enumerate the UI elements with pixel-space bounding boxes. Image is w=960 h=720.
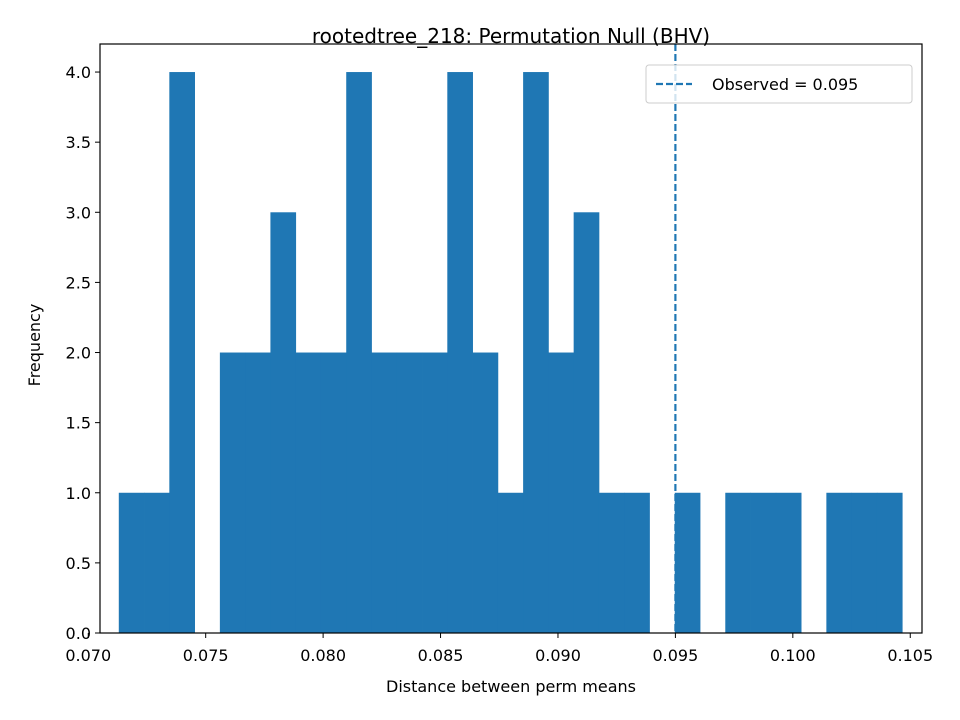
histogram-bar [497,492,524,633]
histogram-bar [371,352,398,633]
x-tick-label: 0.080 [300,646,346,665]
y-tick-label: 2.5 [66,273,91,292]
y-tick-label: 3.0 [66,203,91,222]
x-tick-label: 0.085 [418,646,464,665]
histogram-bar [674,492,701,633]
legend-box [645,64,913,104]
histogram-bar [523,72,549,634]
histogram-bar [219,352,246,633]
y-tick-label: 0.5 [66,554,91,573]
legend-label: Observed = 0.095 [712,75,858,94]
histogram-bar [346,72,372,634]
histogram-bar [624,492,650,633]
histogram-bar [725,492,751,633]
histogram-bar [144,492,170,633]
histogram-bar [295,352,322,633]
histogram-bar [447,72,473,634]
histogram-bar [472,352,499,633]
x-axis: 0.070 0.075 0.080 0.085 0.090 0.095 0.100 0.105 [65,633,933,665]
histogram-bar [320,352,347,633]
y-tick-label: 1.0 [66,484,91,503]
x-tick-label: 0.070 [65,646,111,665]
y-tick-label: 2.0 [66,344,91,363]
histogram-bar [422,352,448,633]
x-tick-label: 0.090 [535,646,581,665]
y-tick-label: 3.5 [66,133,91,152]
histogram-bar [775,492,802,633]
histogram-bar [396,352,423,633]
histogram-bar [876,492,903,633]
x-tick-label: 0.075 [183,646,229,665]
y-tick-label: 0.0 [66,624,91,643]
x-tick-label: 0.105 [887,646,933,665]
x-axis-label: Distance between perm means [386,677,636,696]
histogram-bar [826,492,853,633]
histogram-bar [245,352,271,633]
legend: Observed = 0.095 [645,64,913,104]
x-tick-label: 0.095 [652,646,698,665]
plot-frame [99,43,923,634]
histogram-bar [169,72,196,634]
histogram-bar [851,492,878,633]
histogram-bar [750,492,777,633]
y-tick-label: 4.0 [66,63,91,82]
histogram-bar [598,492,625,633]
histogram-bar [270,212,297,634]
histogram-bar [573,212,600,634]
histogram-bar [548,352,575,633]
histogram-bars [118,72,903,634]
histogram-bar [118,492,145,633]
x-tick-label: 0.100 [770,646,816,665]
y-tick-label: 1.5 [66,414,91,433]
y-axis-label: Frequency [25,304,44,387]
y-axis: 0.0 0.5 1.0 1.5 2.0 2.5 3.0 3.5 4.0 [66,63,100,643]
